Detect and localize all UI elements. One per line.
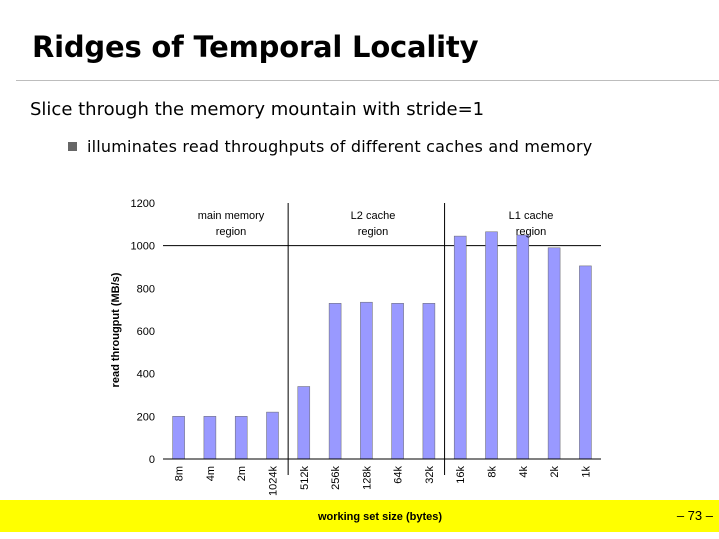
bar [234, 416, 248, 460]
x-tick-label: 2m [236, 466, 248, 481]
y-tick-label: 200 [137, 411, 155, 423]
x-tick-label: 2k [549, 466, 561, 478]
bar [579, 265, 592, 460]
footer-bar [0, 500, 719, 532]
x-tick-label: 256k [330, 466, 342, 490]
x-tick-label: 1024k [268, 466, 280, 496]
bar [453, 235, 467, 460]
x-tick-label: 4m [205, 466, 217, 481]
bar [297, 386, 311, 460]
x-tick-label: 32k [424, 466, 436, 484]
region-dividers [287, 203, 446, 475]
bar [266, 411, 279, 460]
bar [360, 301, 373, 460]
slide-subtitle: Slice through the memory mountain with s… [30, 99, 485, 120]
x-tick-label: 4k [518, 466, 530, 478]
y-tick-label: 800 [137, 283, 155, 295]
bar [547, 247, 561, 460]
bar [172, 416, 185, 460]
region-annotation: region [358, 226, 389, 238]
region-annotation: L2 cache [351, 210, 396, 222]
x-tick-label: 8k [487, 466, 499, 478]
slide-title: Ridges of Temporal Locality [32, 30, 479, 64]
bar [516, 234, 530, 460]
bullet-text: illuminates read throughputs of differen… [87, 137, 593, 156]
region-annotation: L1 cache [509, 210, 554, 222]
bullet-item: illuminates read throughputs of differen… [68, 137, 592, 156]
y-tick-label: 400 [137, 369, 155, 381]
x-tick-label: 1k [580, 466, 592, 478]
bar [203, 416, 217, 460]
x-tick-label: 16k [455, 466, 467, 484]
x-tick-label: 128k [361, 466, 373, 490]
page-number: – 73 – [676, 508, 713, 523]
x-axis-label: working set size (bytes) [317, 511, 442, 523]
region-annotation: region [216, 226, 247, 238]
y-axis-label: read througput (MB/s) [110, 272, 122, 387]
x-tick-label: 8m [174, 466, 186, 481]
y-tick-label: 1000 [131, 241, 155, 253]
x-tick-label: 64k [393, 466, 405, 484]
title-divider [16, 80, 719, 81]
region-annotation: region [516, 226, 547, 238]
y-tick-label: 600 [137, 326, 155, 338]
bar [328, 303, 342, 460]
bar [391, 303, 404, 460]
x-tick-label: 512k [299, 466, 311, 490]
region-annotation: main memory [198, 210, 265, 222]
chart-bars [172, 231, 592, 460]
y-tick-label: 0 [149, 454, 155, 466]
chart-labels: 0 200 400 600 800 1000 1200 8m 4m 2m 1024k 512k 256k… [110, 198, 592, 523]
y-tick-label: 1200 [131, 198, 155, 210]
bar [485, 231, 498, 460]
bar [422, 303, 436, 460]
bullet-square-icon [68, 142, 77, 151]
